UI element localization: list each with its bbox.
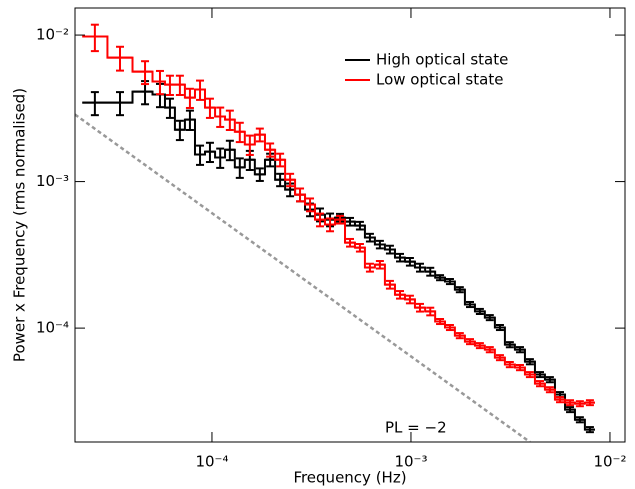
legend-label: High optical state [376,51,508,69]
step-line [82,90,595,431]
x-axis-title: Frequency (Hz) [293,469,406,487]
y-tick-label: 10⁻² [36,26,69,44]
legend-label: Low optical state [376,71,503,89]
plot-frame [74,7,626,443]
y-tick-label: 10⁻³ [36,172,69,190]
y-axis-title: Power x Frequency (rms normalised) [11,88,29,362]
x-tick-label: 10⁻² [593,453,626,471]
reference-line [75,113,531,442]
x-tick-label: 10⁻⁴ [195,453,228,471]
reference-label: PL = −2 [385,419,447,437]
y-tick-label: 10⁻⁴ [36,319,69,337]
x-tick-label: 10⁻³ [394,453,427,471]
